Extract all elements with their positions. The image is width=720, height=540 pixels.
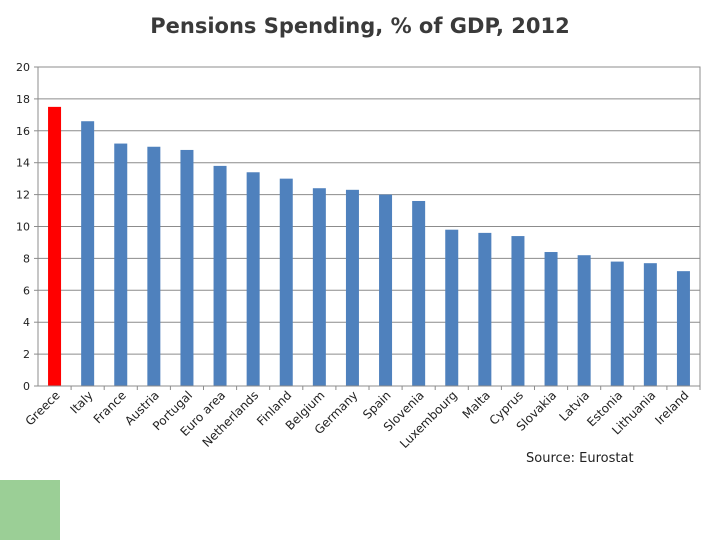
y-tick-label-3: 6 — [23, 284, 30, 297]
y-tick-label-9: 18 — [16, 93, 30, 106]
bar-4 — [180, 149, 194, 386]
bar-7 — [279, 178, 293, 386]
bar-3 — [147, 146, 161, 386]
bar-10 — [379, 194, 393, 386]
bar-16 — [577, 255, 591, 386]
bar-11 — [412, 200, 426, 386]
bar-2 — [114, 143, 128, 386]
x-tick-label-0: Greece — [23, 388, 63, 428]
x-tick-label-1: Italy — [67, 388, 95, 416]
bar-18 — [643, 263, 657, 386]
bar-15 — [544, 252, 558, 386]
source-note: Source: Eurostat — [526, 451, 634, 466]
decorative-corner-block — [0, 480, 60, 540]
y-tick-label-8: 16 — [16, 125, 30, 138]
bar-1 — [81, 121, 95, 386]
bar-8 — [312, 188, 326, 386]
bar-12 — [445, 229, 459, 386]
bar-9 — [345, 189, 359, 386]
y-tick-label-7: 14 — [16, 157, 30, 170]
y-tick-label-10: 20 — [16, 61, 30, 74]
bar-0 — [48, 106, 62, 386]
y-tick-label-1: 2 — [23, 348, 30, 361]
bar-14 — [511, 236, 525, 386]
bar-17 — [610, 261, 624, 386]
y-tick-label-5: 10 — [16, 221, 30, 234]
bar-5 — [213, 165, 227, 386]
y-tick-label-6: 12 — [16, 189, 30, 202]
bar-6 — [246, 172, 260, 386]
x-tick-label-19: Ireland — [652, 388, 691, 427]
y-tick-label-0: 0 — [23, 380, 30, 393]
bar-13 — [478, 232, 492, 386]
y-tick-label-4: 8 — [23, 252, 30, 265]
y-tick-label-2: 4 — [23, 316, 30, 329]
bar-19 — [676, 271, 690, 386]
chart-title: Pensions Spending, % of GDP, 2012 — [150, 14, 570, 38]
